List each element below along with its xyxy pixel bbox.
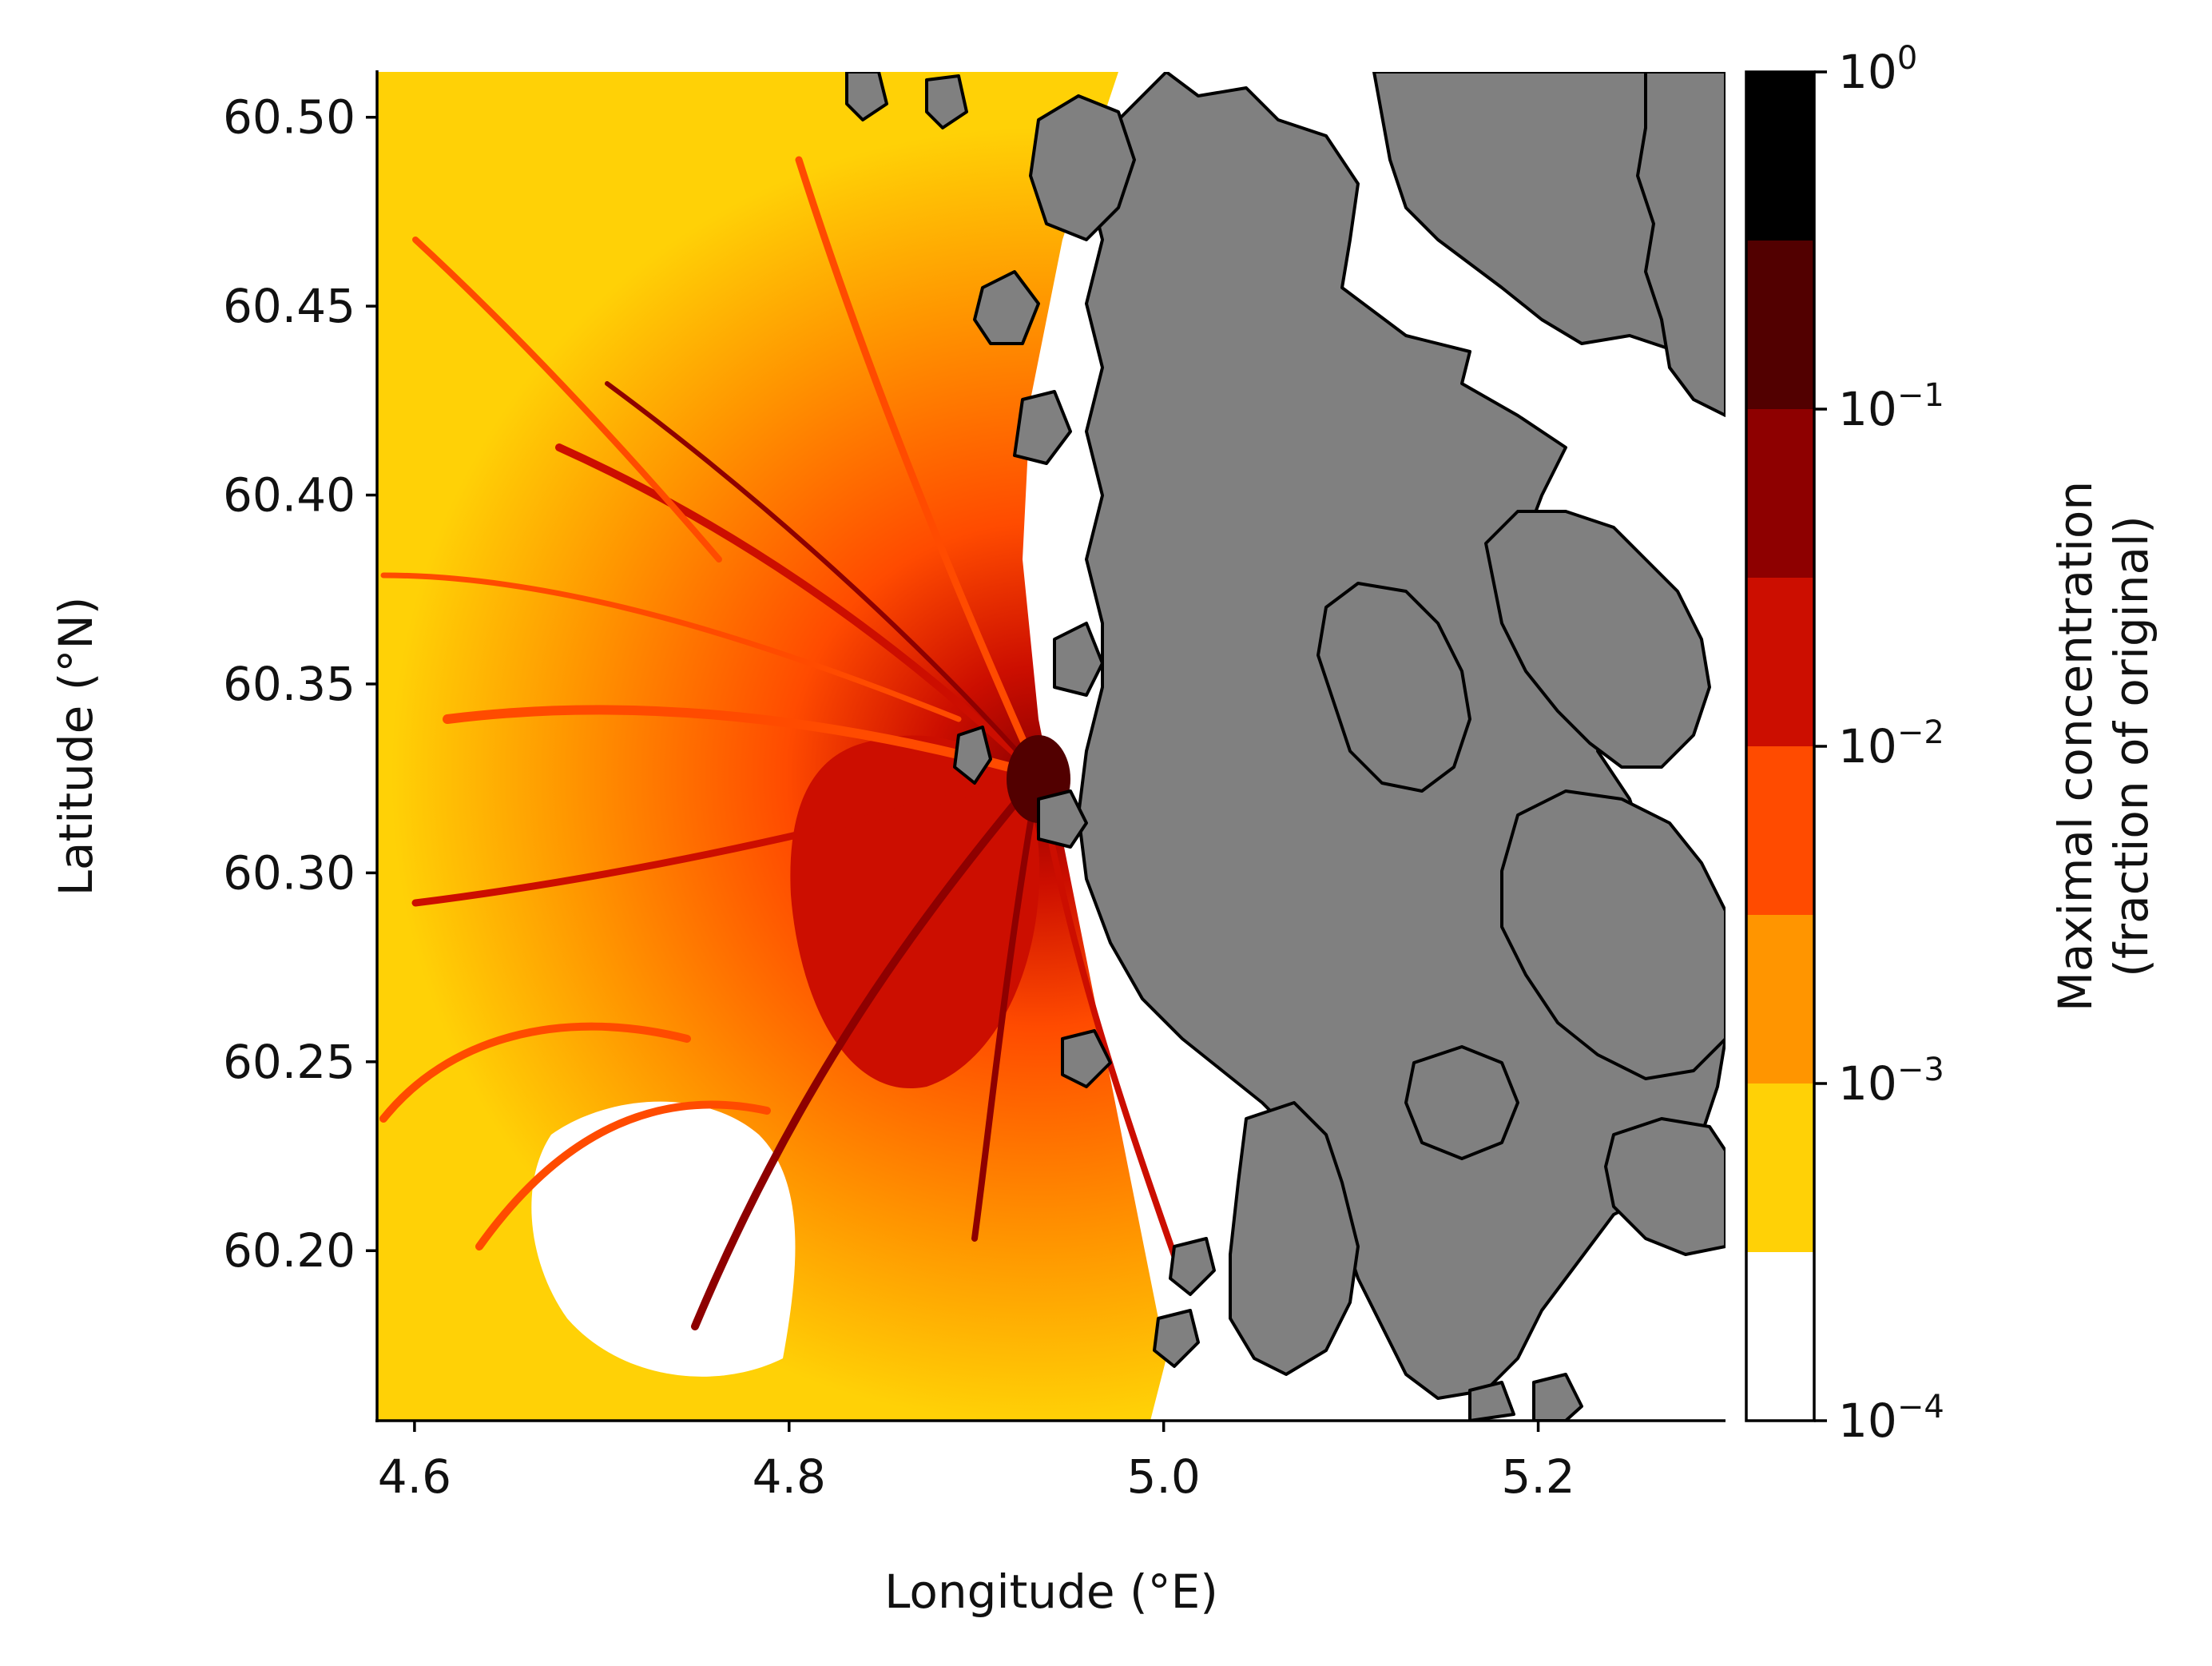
y-tick-label: 60.30 (223, 845, 355, 900)
colorbar-band (1746, 746, 1814, 915)
land-mass-far-northeast (1636, 72, 1726, 417)
colorbar-band (1746, 1083, 1814, 1252)
y-tick-label: 60.45 (223, 279, 355, 333)
colorbar-band (1746, 915, 1814, 1083)
islet (1169, 1237, 1216, 1296)
colorbar-tick-base: 10 (1838, 1394, 1897, 1448)
islet (953, 726, 992, 785)
colorbar-band (1746, 578, 1814, 746)
y-axis-ticks: 60.20 60.25 60.30 60.35 60.40 60.45 60.50 (223, 90, 377, 1278)
x-tick-label: 5.2 (1501, 1449, 1575, 1504)
colorbar-tick-base: 10 (1838, 1056, 1897, 1111)
colorbar-tick-label: 10−2 (1838, 714, 1944, 773)
plume-clean-pocket (531, 1101, 796, 1377)
land-mass-islet-group (1404, 1045, 1519, 1160)
streak (412, 237, 722, 563)
x-tick-label: 5.0 (1127, 1449, 1201, 1504)
colorbar-tick-exponent: −2 (1897, 714, 1944, 751)
plume-streaks (379, 156, 1185, 1330)
streak (971, 772, 1042, 1242)
islet (1468, 1381, 1515, 1421)
colorbar-tick-exponent: −4 (1897, 1389, 1944, 1425)
y-axis-title: Latitude (°N) (49, 597, 103, 897)
colorbar-band (1746, 409, 1814, 578)
colorbar-tick-base: 10 (1838, 45, 1897, 99)
x-axis-title: Longitude (°E) (884, 1565, 1218, 1619)
x-tick-label: 4.8 (753, 1449, 826, 1504)
land-mass-south-peninsula (1229, 1101, 1360, 1376)
land-mass-northeast (1372, 72, 1726, 353)
colorbar-band (1746, 241, 1814, 409)
y-tick-label: 60.20 (223, 1223, 355, 1278)
colorbar-tick-label: 10−3 (1838, 1052, 1944, 1111)
y-tick-label: 60.35 (223, 657, 355, 711)
colorbar-band (1746, 1252, 1814, 1421)
colorbar-tick-exponent: 0 (1897, 40, 1917, 77)
y-tick-label: 60.25 (223, 1035, 355, 1089)
streak (795, 156, 1042, 779)
x-axis-ticks: 4.6 4.8 5.0 5.2 (378, 1421, 1575, 1504)
islet (1053, 622, 1104, 697)
colorbar-tick-exponent: −1 (1897, 377, 1944, 414)
colorbar-tick-base: 10 (1838, 382, 1897, 436)
islet (845, 72, 888, 121)
streak (443, 705, 1043, 780)
axes-spines (375, 70, 1726, 1422)
islet (1037, 789, 1088, 849)
land-mass-north-coast (1029, 94, 1136, 241)
colorbar-label-line2: (fraction of original) (2104, 515, 2158, 977)
land-mass-mid-channel (1316, 582, 1471, 793)
streak (411, 771, 1042, 907)
plume-layer (377, 72, 1185, 1421)
islet (1532, 1373, 1583, 1421)
islet (1061, 1029, 1112, 1088)
land-mass-southeast (1604, 1117, 1726, 1256)
colorbar-tick-base: 10 (1838, 719, 1897, 773)
colorbar-tick-label: 100 (1838, 40, 1917, 99)
map-plot-area (377, 72, 1726, 1421)
plume-outer-zone (377, 72, 1166, 1421)
streak (379, 1022, 691, 1123)
streak (555, 443, 1042, 779)
land-mass-east-middle (1484, 510, 1711, 769)
colorbar-tick-label: 10−1 (1838, 377, 1944, 436)
streak (605, 381, 1041, 777)
colorbar-label-line1: Maximal concentration (2048, 481, 2103, 1012)
y-tick-label: 60.40 (223, 468, 355, 523)
streak (691, 771, 1042, 1330)
islet (925, 74, 968, 129)
x-tick-label: 4.6 (378, 1449, 451, 1504)
land-mass-east-large (1500, 789, 1726, 1080)
streak (1035, 772, 1185, 1282)
islet (1013, 390, 1072, 465)
colorbar-bands (1746, 72, 1814, 1421)
streak (475, 1100, 771, 1250)
colorbar-tick-exponent: −3 (1897, 1052, 1944, 1088)
streak (380, 572, 962, 722)
land-layer (845, 72, 1726, 1421)
islet (1153, 1309, 1200, 1368)
colorbar-tick-label: 10−4 (1838, 1389, 1944, 1448)
y-tick-label: 60.50 (223, 90, 355, 145)
colorbar-band (1746, 72, 1814, 241)
islet (973, 270, 1040, 345)
